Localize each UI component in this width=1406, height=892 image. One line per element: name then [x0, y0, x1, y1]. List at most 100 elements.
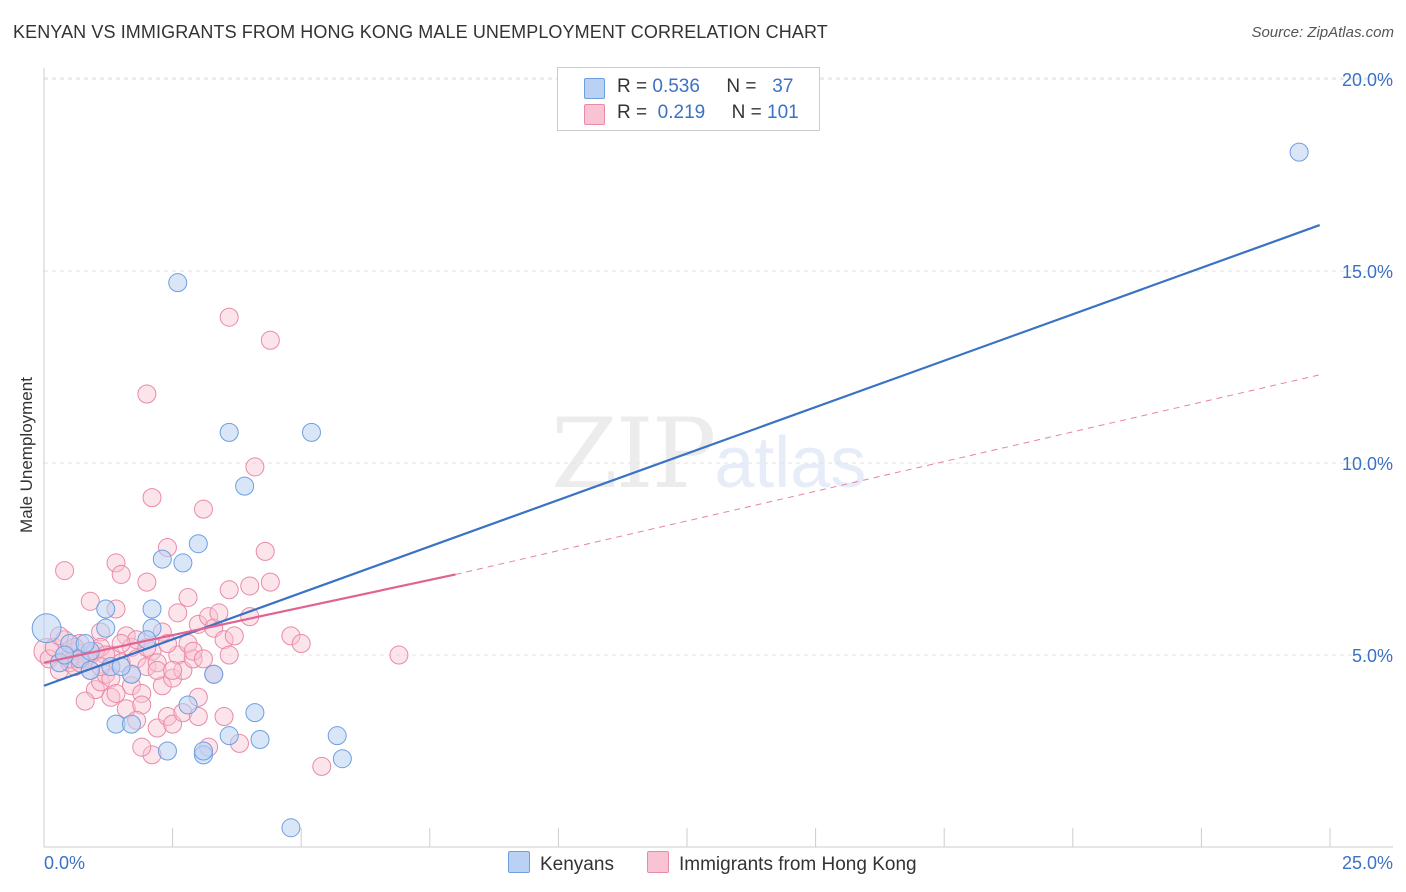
data-point-hong-kong — [75, 691, 95, 711]
data-point-hong-kong — [224, 626, 244, 646]
legend-text-hong-kong: R = 0.219 N = 101 — [617, 102, 799, 124]
data-point-hong-kong — [168, 603, 188, 623]
data-point-kenyans — [157, 741, 177, 761]
data-point-hong-kong — [178, 587, 198, 607]
bottom-legend-kenyans: Kenyans — [508, 851, 614, 875]
data-point-kenyans — [219, 726, 239, 746]
data-point-kenyans — [204, 664, 224, 684]
data-point-hong-kong — [219, 307, 239, 327]
legend-swatch-hong-kong — [584, 104, 605, 125]
data-point-hong-kong — [312, 756, 332, 776]
data-point-kenyans — [142, 599, 162, 619]
legend-text-kenyans: R = 0.536 N = 37 — [617, 76, 793, 98]
data-point-hong-kong — [147, 660, 167, 680]
data-point-hong-kong — [147, 653, 167, 673]
data-point-kenyans — [80, 660, 100, 680]
data-point-hong-kong — [291, 634, 311, 654]
data-point-kenyans — [168, 273, 188, 293]
x-tick-label: 25.0% — [1342, 853, 1393, 873]
data-point-hong-kong — [106, 553, 126, 573]
data-point-hong-kong — [101, 687, 121, 707]
y-tick-label: 10.0% — [1342, 454, 1393, 474]
data-point-kenyans — [96, 618, 116, 638]
correlation-legend: R = 0.536 N = 37 R = 0.219 N = 101 — [557, 67, 820, 131]
data-point-hong-kong — [260, 572, 280, 592]
data-point-hong-kong — [111, 564, 131, 584]
r-value: 0.219 — [657, 102, 706, 123]
data-point-hong-kong — [137, 384, 157, 404]
chart-title: KENYAN VS IMMIGRANTS FROM HONG KONG MALE… — [13, 22, 828, 42]
trend-line-hong-kong — [43, 573, 456, 664]
r-label: R = — [617, 76, 648, 97]
points-kenyans — [31, 142, 1309, 838]
y-tick-label: 15.0% — [1342, 262, 1393, 282]
watermark: ZIPatlas — [551, 398, 866, 510]
data-point-kenyans — [332, 749, 352, 769]
data-point-hong-kong — [214, 706, 234, 726]
y-tick-label: 20.0% — [1342, 70, 1393, 90]
data-point-kenyans — [188, 534, 208, 554]
data-point-hong-kong — [219, 645, 239, 665]
trend-layer — [43, 224, 1321, 687]
data-point-kenyans — [193, 741, 213, 761]
data-point-hong-kong — [142, 488, 162, 508]
n-value: 37 — [772, 76, 794, 97]
n-label: N = — [731, 102, 762, 123]
tick-label-layer: 5.0% 10.0% 15.0% 20.0% 0.0% 25.0% — [44, 70, 1393, 873]
data-point-hong-kong — [240, 576, 260, 596]
data-point-kenyans — [327, 726, 347, 746]
data-point-kenyans — [235, 476, 255, 496]
points-immigrants-hong-kong — [33, 307, 409, 776]
data-point-hong-kong — [193, 649, 213, 669]
data-point-hong-kong — [163, 660, 183, 680]
bottom-legend-swatch-kenyans — [508, 851, 530, 873]
data-point-hong-kong — [183, 649, 203, 669]
y-axis-label: Male Unemployment — [17, 377, 36, 533]
data-point-hong-kong — [137, 572, 157, 592]
data-point-hong-kong — [193, 499, 213, 519]
trend-line-kenyans — [43, 224, 1321, 687]
bottom-legend-label-kenyans: Kenyans — [540, 854, 614, 875]
source-credit: Source: ZipAtlas.com — [1251, 24, 1394, 41]
n-value: 101 — [767, 102, 799, 123]
data-point-kenyans — [173, 553, 193, 573]
data-point-kenyans — [121, 714, 141, 734]
data-point-kenyans — [219, 422, 239, 442]
data-point-hong-kong — [214, 630, 234, 650]
bottom-legend-label-hong-kong: Immigrants from Hong Kong — [679, 854, 917, 875]
data-point-hong-kong — [132, 737, 152, 757]
bottom-legend-hong-kong: Immigrants from Hong Kong — [647, 851, 917, 875]
legend-swatch-kenyans — [584, 78, 605, 99]
data-point-kenyans — [55, 645, 75, 665]
data-point-hong-kong — [245, 457, 265, 477]
data-point-hong-kong — [209, 603, 229, 623]
data-point-kenyans — [96, 599, 116, 619]
y-tick-label: 5.0% — [1352, 646, 1393, 666]
r-label: R = — [617, 102, 648, 123]
data-point-hong-kong — [255, 541, 275, 561]
data-point-hong-kong — [152, 676, 172, 696]
data-point-kenyans — [178, 695, 198, 715]
data-point-hong-kong — [281, 626, 301, 646]
data-point-hong-kong — [132, 683, 152, 703]
data-point-hong-kong — [80, 591, 100, 611]
data-point-kenyans — [1289, 142, 1309, 162]
r-value: 0.536 — [652, 76, 700, 97]
data-point-hong-kong — [111, 634, 131, 654]
data-point-hong-kong — [219, 580, 239, 600]
data-point-hong-kong — [132, 695, 152, 715]
data-point-kenyans — [301, 422, 321, 442]
data-point-hong-kong — [137, 657, 157, 677]
data-point-kenyans — [250, 730, 270, 750]
data-point-hong-kong — [389, 645, 409, 665]
data-point-kenyans — [152, 549, 172, 569]
data-point-kenyans — [281, 818, 301, 838]
data-point-kenyans — [31, 613, 62, 644]
data-point-hong-kong — [163, 668, 183, 688]
data-point-hong-kong — [260, 330, 280, 350]
data-point-hong-kong — [183, 641, 203, 661]
bottom-legend-swatch-hong-kong — [647, 851, 669, 873]
n-label: N = — [726, 76, 757, 97]
data-point-hong-kong — [106, 683, 126, 703]
